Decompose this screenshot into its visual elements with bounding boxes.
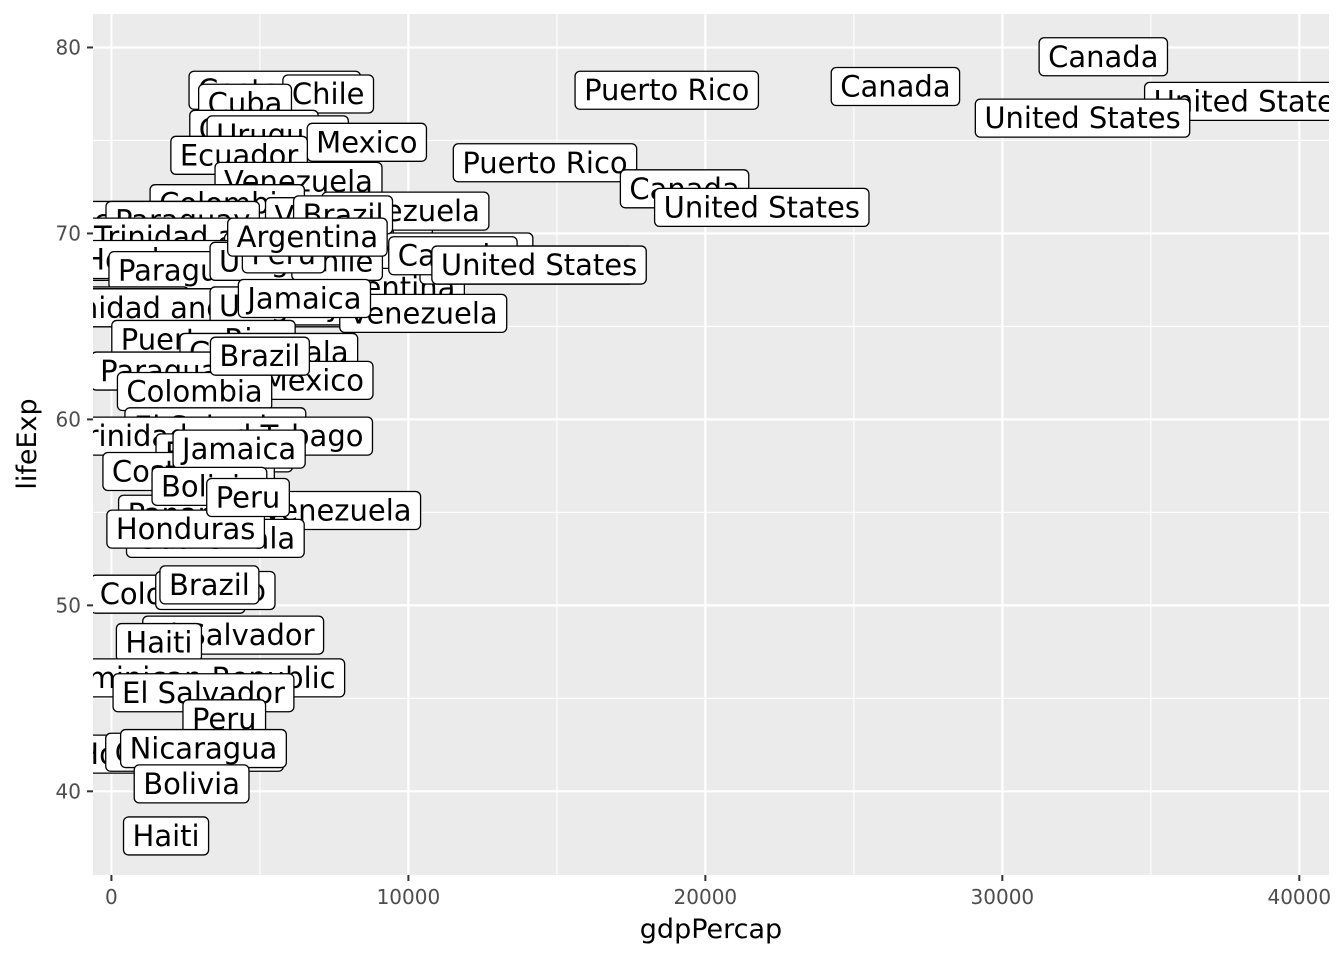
data-label-text: United States	[664, 190, 860, 224]
y-axis: 40 50 60 70 80	[56, 35, 93, 803]
y-tick-label: 60	[56, 407, 81, 431]
data-label-box	[159, 565, 260, 605]
data-label-box	[237, 278, 372, 319]
data-label-box	[974, 98, 1191, 138]
data-label-text: Nicaragua	[130, 732, 278, 766]
data-label-text: Chile	[292, 77, 365, 111]
data-label-text: United States	[984, 101, 1180, 135]
data-label-text: Colombia	[126, 375, 262, 409]
data-label-text: Canada	[1048, 40, 1158, 74]
data-label-box	[653, 187, 870, 228]
x-tick-label: 20000	[674, 885, 738, 909]
y-tick-label: 40	[56, 779, 81, 803]
data-label: Honduras	[106, 509, 266, 549]
x-tick-label: 10000	[377, 885, 441, 909]
data-label: Colombia	[116, 371, 273, 412]
data-label: Canada	[830, 66, 961, 107]
data-label-text: Haiti	[125, 626, 192, 660]
data-label: Brazil	[159, 565, 260, 605]
data-label-text: Bolivia	[143, 767, 240, 801]
data-label-text: United States	[441, 248, 637, 282]
data-label-text: Puerto Rico	[584, 73, 749, 107]
data-label-text: Canada	[840, 70, 950, 104]
data-labels: Costa RicaChileCubaCanadaUruguayMexicoEc…	[93, 37, 1329, 856]
data-label-box	[830, 66, 961, 107]
data-label: Venezuela	[339, 293, 508, 334]
y-tick-label: 80	[56, 35, 81, 59]
data-label: United States	[974, 98, 1191, 138]
data-label: United States	[653, 187, 870, 228]
data-label: Puerto Rico	[574, 70, 760, 110]
data-label-box	[1038, 37, 1169, 77]
data-label-box	[106, 509, 266, 549]
data-label-box	[209, 336, 311, 376]
data-label: Canada	[1038, 37, 1169, 77]
data-label-box	[133, 764, 250, 804]
data-label-text: Honduras	[116, 512, 256, 546]
data-label-box	[431, 245, 647, 285]
data-label-text: Argentina	[237, 220, 378, 254]
data-label: Haiti	[115, 622, 203, 663]
data-label-text: Jamaica	[245, 282, 361, 316]
data-label: Bolivia	[133, 764, 250, 804]
data-label-box	[122, 816, 210, 856]
data-label-box	[452, 143, 638, 183]
data-label: Argentina	[227, 217, 388, 257]
data-label-text: Venezuela	[349, 296, 498, 330]
data-label: Brazil	[209, 336, 311, 376]
x-axis: 0 10000 20000 30000 40000	[105, 875, 1331, 909]
data-label-text: Puerto Rico	[462, 146, 627, 180]
data-label-text: Brazil	[219, 339, 300, 373]
data-label: Mexico	[306, 122, 428, 162]
data-label: Jamaica	[237, 278, 372, 319]
y-axis-title: lifeExp	[12, 398, 43, 489]
data-label-text: Haiti	[133, 819, 200, 853]
data-label-box	[227, 217, 388, 257]
y-tick-label: 50	[56, 593, 81, 617]
data-label: Haiti	[122, 816, 210, 856]
data-label-text: Jamaica	[180, 432, 296, 466]
data-label: Chile	[282, 74, 375, 114]
data-label-box	[574, 70, 760, 110]
data-label: Jamaica	[172, 429, 306, 469]
data-label: Nicaragua	[119, 728, 287, 769]
x-tick-label: 40000	[1267, 885, 1331, 909]
data-label: Puerto Rico	[452, 143, 638, 183]
data-label: United States	[431, 245, 647, 285]
x-tick-label: 30000	[971, 885, 1035, 909]
x-axis-title: gdpPercap	[640, 914, 782, 945]
data-label-text: Mexico	[316, 125, 417, 159]
x-tick-label: 0	[105, 885, 118, 909]
data-label: Peru	[206, 477, 290, 518]
data-label-text: Peru	[216, 480, 281, 514]
data-label-box	[206, 477, 290, 518]
data-label-text: Brazil	[169, 568, 250, 602]
y-tick-label: 70	[56, 221, 81, 245]
